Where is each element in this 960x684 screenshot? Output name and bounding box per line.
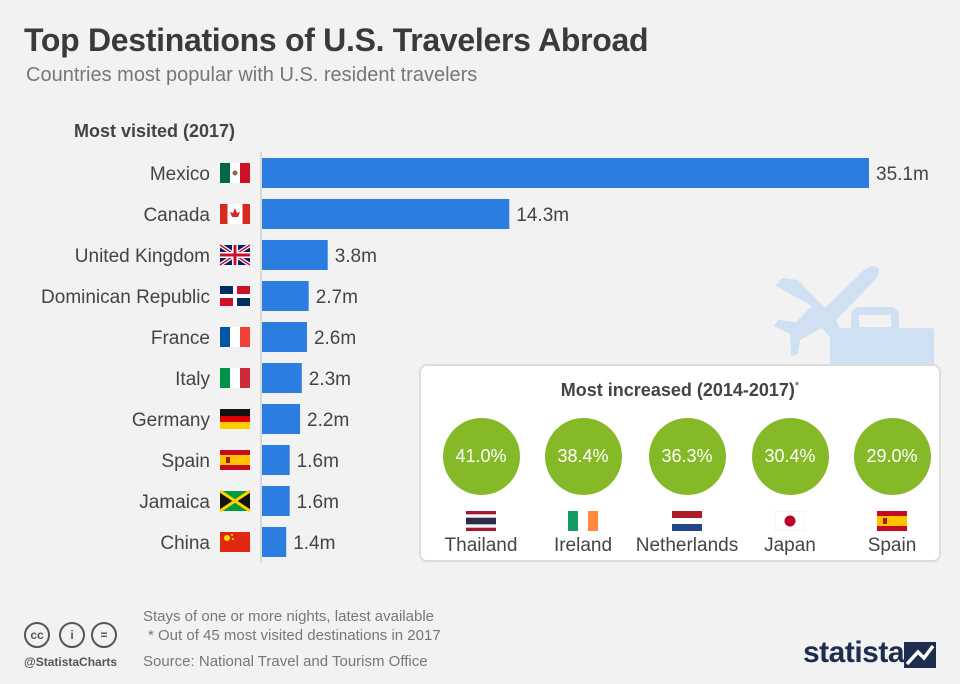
- bar: [262, 363, 302, 393]
- thailand-flag: [466, 511, 496, 531]
- value-label: 1.6m: [297, 451, 339, 472]
- country-name: Netherlands: [635, 535, 739, 556]
- netherlands-flag: [672, 511, 702, 531]
- bar: [262, 404, 301, 434]
- bar: [262, 486, 290, 516]
- country-name: Ireland: [553, 535, 613, 556]
- most-increased-title: Most increased (2014-2017)*: [421, 380, 939, 401]
- spain-flag: [220, 450, 250, 470]
- value-label: 2.6m: [314, 328, 356, 349]
- category-label: Mexico: [150, 164, 210, 185]
- category-label: France: [151, 328, 210, 349]
- value-label: 2.3m: [309, 369, 351, 390]
- page-title: Top Destinations of U.S. Travelers Abroa…: [24, 22, 649, 58]
- increased-item: 38.4% Ireland: [528, 418, 638, 557]
- chart-title: Most visited (2017): [74, 121, 236, 141]
- value-label: 2.7m: [316, 287, 358, 308]
- bar: [262, 322, 307, 352]
- japan-flag: [775, 511, 805, 531]
- category-label: China: [160, 533, 210, 554]
- value-label: 2.2m: [307, 410, 349, 431]
- category-label: Dominican Republic: [41, 287, 210, 308]
- increase-value: 29.0%: [853, 418, 931, 495]
- value-label: 3.8m: [335, 246, 377, 267]
- bar: [262, 281, 309, 311]
- footnote-mark: *: [794, 380, 800, 392]
- increase-value: 41.0%: [442, 418, 520, 495]
- bar: [262, 240, 328, 270]
- jamaica-flag: [219, 489, 251, 513]
- statista-logo[interactable]: statista: [803, 636, 905, 669]
- dominican-republic-flag: [220, 286, 250, 306]
- france-flag: [220, 327, 250, 347]
- italy-flag: [220, 368, 250, 388]
- category-label: Canada: [143, 205, 210, 226]
- category-label: Germany: [132, 410, 211, 431]
- ireland-flag: [568, 511, 598, 531]
- footnote-out-of: * Out of 45 most visited destinations in…: [148, 627, 441, 644]
- increase-value: 36.3%: [648, 418, 726, 495]
- increase-value: 30.4%: [751, 418, 829, 495]
- increased-item: 29.0% Spain: [837, 418, 947, 557]
- uk-flag: [218, 243, 252, 267]
- cc-icon[interactable]: cc: [24, 622, 50, 648]
- value-label: 14.3m: [516, 205, 569, 226]
- most-increased-title-text: Most increased (2014-2017): [560, 380, 795, 400]
- page-subtitle: Countries most popular with U.S. residen…: [26, 64, 478, 86]
- bar: [262, 445, 290, 475]
- most-increased-panel: Most increased (2014-2017)* 41.0% Thailan…: [419, 364, 941, 562]
- bar: [262, 158, 869, 188]
- bar: [262, 527, 287, 557]
- category-label: United Kingdom: [75, 246, 210, 267]
- statista-logo-icon: [904, 642, 936, 668]
- canada-flag: [220, 204, 250, 224]
- source-note: Source: National Travel and Tourism Offi…: [143, 653, 428, 670]
- bar: [262, 199, 510, 229]
- category-label: Italy: [175, 369, 210, 390]
- mexico-flag: [220, 163, 250, 183]
- footnote-stays: Stays of one or more nights, latest avai…: [143, 608, 434, 625]
- increased-item: 36.3% Netherlands: [632, 418, 742, 557]
- by-icon[interactable]: i: [59, 622, 85, 648]
- germany-flag: [220, 409, 250, 429]
- value-label: 35.1m: [876, 164, 929, 185]
- bar-chart: Mexico 35.1m Canada 14.3m United Kingdom 3.8m…: [41, 152, 929, 563]
- country-name: Thailand: [444, 535, 518, 556]
- increased-item: 30.4% Japan: [735, 418, 845, 557]
- country-name: Japan: [764, 535, 816, 556]
- china-flag: [220, 532, 250, 552]
- value-label: 1.4m: [293, 533, 335, 554]
- twitter-handle[interactable]: @StatistaCharts: [24, 655, 118, 669]
- value-label: 1.6m: [297, 492, 339, 513]
- category-label: Spain: [161, 451, 210, 472]
- increase-value: 38.4%: [544, 418, 622, 495]
- nd-icon[interactable]: =: [91, 622, 117, 648]
- increased-item: 41.0% Thailand: [426, 418, 536, 557]
- country-name: Spain: [867, 535, 917, 556]
- airplane-icon: [774, 266, 880, 356]
- spain-flag: [877, 511, 907, 531]
- category-label: Jamaica: [139, 492, 210, 513]
